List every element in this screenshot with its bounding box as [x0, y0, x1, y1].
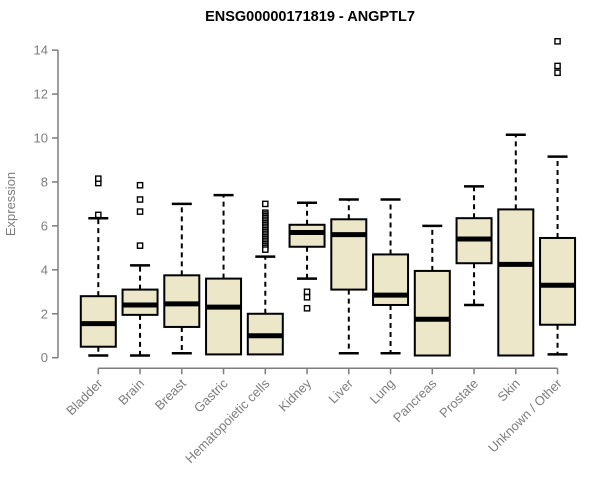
box-gastric — [205, 193, 243, 356]
y-axis: 0 2 4 6 8 10 12 14 — [34, 43, 59, 365]
x-tick-label-skin: Skin — [494, 376, 522, 404]
x-tick-label-prostate: Prostate — [436, 376, 481, 421]
box-unknown-other — [539, 38, 577, 356]
outlier-point — [94, 175, 102, 182]
box-lung — [372, 198, 410, 355]
box-liver — [330, 198, 368, 355]
iqr-box — [539, 236, 577, 326]
outlier-point — [136, 242, 144, 249]
y-tick-label: 12 — [34, 87, 48, 102]
outlier-point — [136, 208, 144, 215]
x-tick-label-liver: Liver — [325, 375, 356, 406]
outlier-point — [554, 69, 561, 77]
box-kidney — [288, 201, 326, 312]
boxes-layer — [79, 38, 577, 357]
iqr-box — [288, 223, 326, 248]
x-tick-label-bladder: Bladder — [63, 375, 106, 418]
outlier-point — [262, 200, 269, 208]
y-axis-label: Expression — [3, 172, 18, 236]
box-brain — [121, 181, 159, 357]
iqr-box — [163, 274, 201, 328]
iqr-box — [205, 277, 243, 356]
x-tick-label-brain: Brain — [115, 376, 147, 408]
iqr-box — [330, 218, 368, 291]
y-tick-label: 2 — [41, 306, 48, 321]
y-tick-label: 14 — [34, 43, 48, 58]
outlier-point — [303, 288, 311, 296]
box-prostate — [455, 185, 493, 307]
iqr-box — [121, 288, 159, 316]
outlier-point — [136, 181, 144, 189]
iqr-box — [497, 208, 535, 357]
outlier-point — [303, 304, 311, 312]
x-tick-label-breast: Breast — [152, 376, 189, 413]
y-tick-label: 10 — [34, 131, 48, 146]
box-pancreas — [413, 224, 451, 357]
x-tick-label-gastric: Gastric — [191, 375, 231, 415]
outlier-point — [136, 196, 144, 203]
outlier-point — [554, 38, 561, 45]
x-tick-label-kidney: Kidney — [275, 375, 314, 414]
box-hematopoietic-cells — [246, 200, 284, 356]
box-breast — [163, 202, 201, 355]
outlier-point — [303, 293, 311, 301]
x-tick-label-unknown-other: Unknown / Other — [485, 375, 565, 455]
iqr-box — [413, 269, 451, 357]
y-tick-label: 4 — [41, 262, 48, 277]
outlier-point — [554, 62, 561, 70]
y-tick-label: 8 — [41, 174, 48, 189]
box-bladder — [79, 175, 117, 357]
box-skin — [497, 133, 535, 357]
outlier-point — [262, 246, 269, 253]
x-tick-label-lung: Lung — [367, 376, 398, 407]
chart-title: ENSG00000171819 - ANGPTL7 — [205, 9, 415, 25]
y-tick-label: 0 — [41, 350, 48, 365]
y-tick-label: 6 — [41, 218, 48, 233]
outlier-point — [94, 211, 102, 219]
x-tick-label-pancreas: Pancreas — [390, 375, 440, 425]
